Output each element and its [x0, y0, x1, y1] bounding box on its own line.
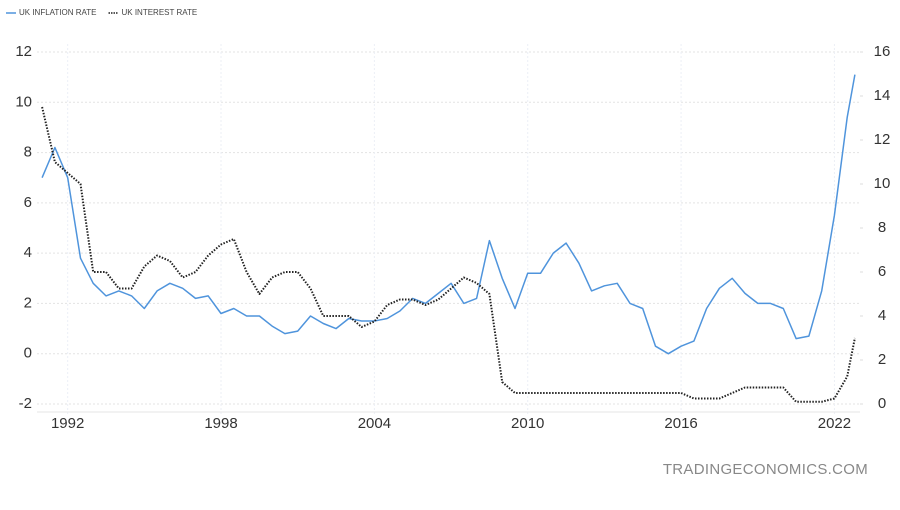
- x-tick-label: 2004: [358, 415, 391, 432]
- legend-label: UK INTEREST RATE: [122, 8, 198, 17]
- x-tick-label: 2016: [664, 415, 697, 432]
- y2-tick-label: 16: [874, 43, 891, 60]
- x-tick-label: 2022: [818, 415, 851, 432]
- y-tick-label: 6: [24, 194, 32, 211]
- y2-tick-label: 8: [878, 219, 886, 236]
- x-tick-label: 2010: [511, 415, 544, 432]
- y-tick-label: 12: [15, 43, 32, 60]
- y2-tick-label: 14: [874, 87, 891, 104]
- y2-tick-label: 0: [878, 395, 886, 412]
- inflation-line: [41, 74, 856, 355]
- x-tick-label: 1992: [51, 415, 84, 432]
- interest-line: [41, 106, 856, 403]
- y-tick-label: 2: [24, 294, 32, 311]
- legend-label: UK INFLATION RATE: [19, 8, 97, 17]
- y-tick-label: 8: [24, 144, 32, 161]
- x-tick-label: 1998: [204, 415, 237, 432]
- y2-tick-label: 12: [874, 131, 891, 148]
- y2-tick-label: 2: [878, 351, 886, 368]
- y-tick-label: -2: [19, 395, 32, 412]
- y-tick-label: 4: [24, 244, 32, 261]
- y-tick-label: 10: [15, 93, 32, 110]
- y2-tick-label: 6: [878, 263, 886, 280]
- y2-tick-label: 4: [878, 307, 886, 324]
- y2-tick-label: 10: [874, 175, 891, 192]
- watermark: TRADINGECONOMICS.COM: [663, 461, 868, 478]
- y-tick-label: 0: [24, 345, 32, 362]
